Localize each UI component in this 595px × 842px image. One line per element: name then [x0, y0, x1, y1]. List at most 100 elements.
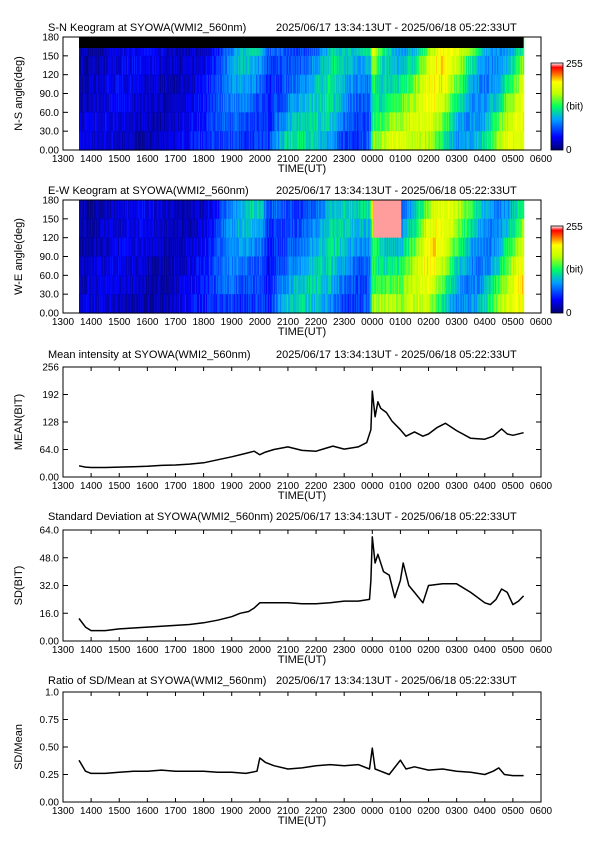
keogram-pixel-column — [493, 55, 495, 76]
keogram-pixel-column — [182, 74, 184, 95]
keogram-pixel-column — [272, 55, 274, 76]
keogram-pixel-column — [455, 131, 457, 151]
keogram-pixel-column — [396, 218, 398, 239]
keogram-pixel-column — [402, 200, 404, 220]
keogram-pixel-column — [274, 74, 276, 95]
keogram-pixel-column — [260, 256, 262, 276]
keogram-pixel-column — [200, 200, 202, 220]
keogram-pixel-column — [101, 294, 103, 314]
keogram-pixel-column — [129, 275, 131, 295]
keogram-pixel-column — [416, 237, 418, 258]
keogram-pixel-column — [180, 112, 182, 132]
keogram-pixel-column — [144, 55, 146, 76]
keogram-pixel-column — [186, 275, 188, 295]
keogram-pixel-column — [133, 93, 135, 113]
keogram-pixel-column — [175, 218, 177, 239]
keogram-pixel-column — [230, 294, 232, 314]
keogram-pixel-column — [411, 131, 413, 151]
keogram-pixel-column — [108, 256, 110, 276]
keogram-pixel-column — [386, 200, 388, 220]
keogram-pixel-column — [79, 256, 81, 276]
keogram-pixel-column — [141, 200, 143, 220]
keogram-pixel-column — [504, 74, 506, 95]
keogram-pixel-column — [260, 218, 262, 239]
keogram-pixel-column — [339, 218, 341, 239]
keogram-pixel-column — [361, 55, 363, 76]
keogram-pixel-column — [363, 237, 365, 258]
keogram-pixel-column — [334, 294, 336, 314]
keogram-pixel-column — [187, 237, 189, 258]
keogram-pixel-column — [156, 74, 158, 95]
keogram-pixel-column — [96, 112, 98, 132]
keogram-pixel-column — [237, 275, 239, 295]
keogram-pixel-column — [518, 93, 520, 113]
keogram-pixel-column — [127, 256, 129, 276]
keogram-pixel-column — [229, 93, 231, 113]
keogram-pixel-column — [341, 256, 343, 276]
keogram-pixel-column — [216, 93, 218, 113]
keogram-pixel-column — [190, 74, 192, 95]
keogram-pixel-column — [139, 131, 141, 151]
keogram-pixel-column — [384, 200, 386, 220]
keogram-pixel-column — [101, 275, 103, 295]
keogram-pixel-column — [284, 112, 286, 132]
keogram-pixel-column — [517, 93, 519, 113]
keogram-pixel-column — [247, 55, 249, 76]
keogram-pixel-column — [143, 275, 145, 295]
keogram-pixel-column — [302, 256, 304, 276]
keogram-pixel-column — [151, 93, 153, 113]
keogram-pixel-column — [98, 112, 100, 132]
keogram-pixel-column — [357, 218, 359, 239]
keogram-pixel-column — [488, 93, 490, 113]
keogram-pixel-column — [236, 93, 238, 113]
keogram-pixel-column — [120, 74, 122, 95]
keogram-pixel-column — [329, 74, 331, 95]
keogram-pixel-column — [247, 218, 249, 239]
keogram-pixel-column — [290, 112, 292, 132]
keogram-pixel-column — [309, 275, 311, 295]
keogram-pixel-column — [402, 294, 404, 314]
keogram-pixel-column — [416, 74, 418, 95]
keogram-pixel-column — [242, 218, 244, 239]
keogram-pixel-column — [166, 55, 168, 76]
keogram-pixel-column — [363, 112, 365, 132]
keogram-pixel-column — [223, 93, 225, 113]
keogram-pixel-column — [112, 218, 114, 239]
keogram-pixel-column — [376, 74, 378, 95]
keogram-pixel-column — [140, 256, 142, 276]
keogram-pixel-column — [193, 112, 195, 132]
keogram-pixel-column — [522, 74, 524, 95]
keogram-pixel-column — [398, 218, 400, 239]
keogram-pixel-column — [371, 93, 373, 113]
keogram-pixel-column — [108, 55, 110, 76]
keogram-pixel-column — [428, 200, 430, 220]
keogram-pixel-column — [166, 74, 168, 95]
keogram-pixel-column — [104, 112, 106, 132]
keogram-pixel-column — [432, 93, 434, 113]
keogram-pixel-column — [368, 55, 370, 76]
keogram-pixel-column — [276, 256, 278, 276]
keogram-pixel-column — [444, 55, 446, 76]
keogram-pixel-column — [155, 74, 157, 95]
keogram-pixel-column — [180, 74, 182, 95]
keogram-pixel-column — [382, 200, 384, 220]
keogram-pixel-column — [202, 74, 204, 95]
keogram-pixel-column — [331, 93, 333, 113]
keogram-pixel-column — [109, 256, 111, 276]
keogram-pixel-column — [90, 294, 92, 314]
keogram-pixel-column — [425, 294, 427, 314]
keogram-pixel-column — [129, 200, 131, 220]
keogram-pixel-column — [268, 131, 270, 151]
keogram-pixel-column — [390, 74, 392, 95]
keogram-pixel-column — [345, 74, 347, 95]
keogram-pixel-column — [438, 55, 440, 76]
keogram-pixel-column — [324, 294, 326, 314]
keogram-pixel-column — [155, 218, 157, 239]
x-tick-label: 1300 — [52, 317, 75, 328]
keogram-pixel-column — [209, 218, 211, 239]
keogram-pixel-column — [287, 200, 289, 220]
keogram-pixel-column — [428, 74, 430, 95]
keogram-pixel-column — [305, 275, 307, 295]
keogram-pixel-column — [386, 237, 388, 258]
keogram-pixel-column — [87, 112, 89, 132]
